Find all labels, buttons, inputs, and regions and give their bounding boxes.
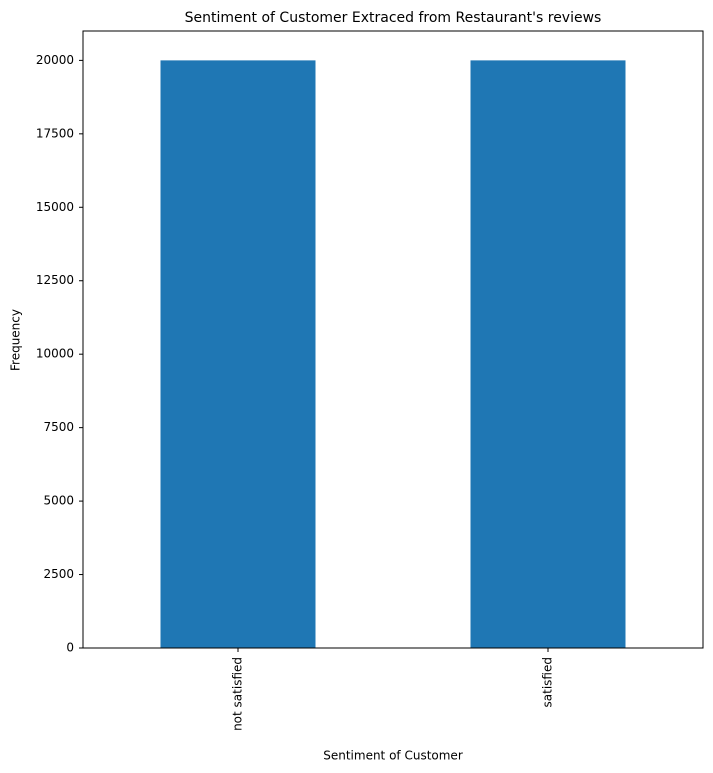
x-tick-label: satisfied — [541, 657, 555, 707]
y-tick-label: 2500 — [43, 567, 74, 581]
y-tick-label: 20000 — [36, 53, 74, 67]
y-tick-label: 17500 — [36, 126, 74, 140]
y-tick-label: 12500 — [36, 273, 74, 287]
bar — [470, 60, 626, 648]
plot-frame — [82, 30, 704, 649]
y-axis-label: Frequency — [9, 309, 23, 371]
y-tick-label: 10000 — [36, 347, 74, 361]
x-tick-label: not satisfied — [231, 657, 245, 731]
y-tick-label: 7500 — [43, 420, 74, 434]
bar — [160, 60, 316, 648]
y-tick-label: 5000 — [43, 494, 74, 508]
y-tick-label: 0 — [66, 641, 74, 655]
chart-title: Sentiment of Customer Extraced from Rest… — [185, 10, 602, 26]
x-axis-label: Sentiment of Customer — [323, 749, 463, 763]
y-tick-label: 15000 — [36, 200, 74, 214]
